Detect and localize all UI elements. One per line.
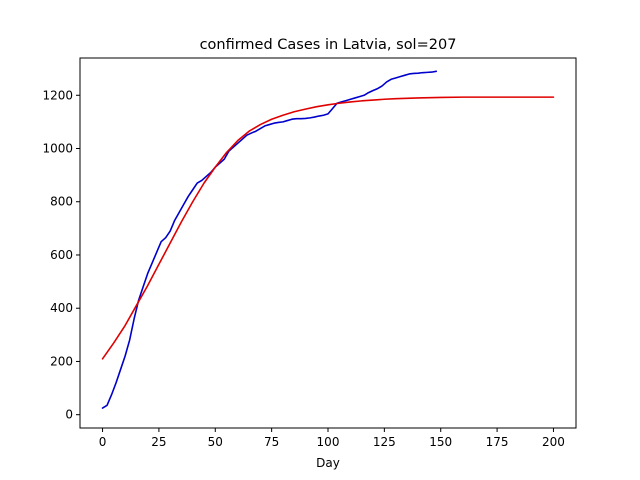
x-tick-label: 175 (486, 435, 509, 449)
y-tick-label: 200 (50, 354, 73, 368)
x-axis-title: Day (316, 456, 340, 470)
chart-title: confirmed Cases in Latvia, sol=207 (200, 37, 457, 53)
series-line-1 (101, 70, 438, 409)
x-tick-label: 100 (317, 435, 340, 449)
x-tick-label: 200 (542, 435, 565, 449)
x-tick-label: 75 (264, 435, 279, 449)
x-tick-label: 150 (429, 435, 452, 449)
y-tick-label: 800 (50, 195, 73, 209)
y-tick-label: 400 (50, 301, 73, 315)
x-tick-label: 125 (373, 435, 396, 449)
y-tick-label: 1000 (42, 142, 73, 156)
axes: 0 25 50 75 100 125 150 175 200 0 200 400 600 800 1000 1… (42, 57, 577, 449)
y-tick-label: 0 (65, 408, 73, 422)
plot-area (101, 70, 555, 409)
x-tick-label: 50 (208, 435, 223, 449)
y-tick-label: 600 (50, 248, 73, 262)
x-tick-label: 25 (151, 435, 166, 449)
series-line-2 (101, 96, 555, 360)
y-tick-label: 1200 (42, 88, 73, 102)
x-tick-label: 0 (99, 435, 107, 449)
